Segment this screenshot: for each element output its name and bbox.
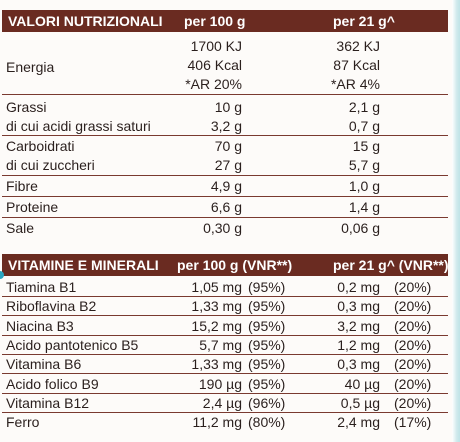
row-label-sale: Sale xyxy=(6,220,35,236)
accent-dot xyxy=(0,271,4,279)
energia-ar-21: *AR 4% xyxy=(330,76,380,92)
vitamin-value-21: 0,3 mg xyxy=(337,356,380,372)
vitamin-vnr-100: (95%) xyxy=(248,337,286,353)
vitamin-value-21: 2,4 mg xyxy=(337,414,380,430)
divider xyxy=(2,412,448,413)
vitamin-label: Niacina B3 xyxy=(6,318,74,334)
energia-ar-100: *AR 20% xyxy=(185,76,242,92)
vitamin-value-100: 2,4 µg xyxy=(202,395,242,411)
vitamin-vnr-21: (20%) xyxy=(394,298,432,314)
vitamin-vnr-21: (20%) xyxy=(394,376,432,392)
vitamin-vnr-21: (20%) xyxy=(394,395,432,411)
vitamin-vnr-21: (20%) xyxy=(394,356,432,372)
vitamin-vnr-100: (95%) xyxy=(248,318,286,334)
nutrition-header: VALORI NUTRIZIONALI per 100 g per 21 g^ xyxy=(2,10,448,32)
vitamin-value-21: 1,2 mg xyxy=(337,337,380,353)
vitamin-value-100: 1,33 mg xyxy=(191,298,242,314)
row-label-zuccheri: di cui zuccheri xyxy=(6,157,95,173)
side-accent-strip xyxy=(452,0,460,442)
vitamin-value-21: 0,5 µg xyxy=(340,395,380,411)
divider xyxy=(2,217,448,218)
energia-kj-21: 362 KJ xyxy=(336,38,380,54)
vitamin-value-21: 3,2 mg xyxy=(337,318,380,334)
row-label-energia: Energia xyxy=(6,59,55,75)
nutrition-header-per100: per 100 g xyxy=(184,13,246,29)
energia-kcal-100: 406 Kcal xyxy=(187,57,242,73)
vitamin-vnr-21: (17%) xyxy=(394,414,432,430)
vitamin-vnr-100: (95%) xyxy=(248,376,286,392)
vitamin-label: Ferro xyxy=(6,414,40,430)
energia-kj-100: 1700 KJ xyxy=(190,38,242,54)
vitamin-vnr-100: (95%) xyxy=(248,356,286,372)
vitamin-label: Tiamina B1 xyxy=(6,279,77,295)
divider xyxy=(2,393,448,394)
row-label-fibre: Fibre xyxy=(6,178,38,194)
vitamin-label: Vitamina B12 xyxy=(6,395,90,411)
vitamin-value-100: 1,33 mg xyxy=(191,356,242,372)
fibre-21: 1,0 g xyxy=(348,178,380,194)
divider xyxy=(2,296,448,297)
divider xyxy=(2,354,448,355)
divider xyxy=(2,315,448,316)
vitamins-header-per100: per 100 g (VNR**) xyxy=(177,257,293,273)
nutrition-header-title: VALORI NUTRIZIONALI xyxy=(8,13,163,29)
vitamin-vnr-21: (20%) xyxy=(394,318,432,334)
vitamin-vnr-21: (20%) xyxy=(394,337,432,353)
vitamin-label: Vitamina B6 xyxy=(6,356,82,372)
vitamins-header: VITAMINE E MINERALI per 100 g (VNR**) pe… xyxy=(2,254,449,276)
vitamin-value-21: 40 µg xyxy=(344,376,380,392)
energia-kcal-21: 87 Kcal xyxy=(333,57,380,73)
row-label-proteine: Proteine xyxy=(6,199,59,215)
vitamin-label: Riboflavina B2 xyxy=(6,298,97,314)
vitamin-vnr-100: (96%) xyxy=(248,395,286,411)
saturi-100: 3,2 g xyxy=(210,118,242,134)
grassi-21: 2,1 g xyxy=(348,99,380,115)
nutrition-header-per21: per 21 g^ xyxy=(333,13,395,29)
divider xyxy=(2,175,448,176)
divider xyxy=(2,135,448,136)
vitamin-vnr-100: (95%) xyxy=(248,279,286,295)
vitamin-value-100: 190 µg xyxy=(198,376,242,392)
proteine-100: 6,6 g xyxy=(210,199,242,215)
zuccheri-100: 27 g xyxy=(214,157,242,173)
row-label-grassi: Grassi xyxy=(6,99,47,115)
vitamin-vnr-100: (80%) xyxy=(248,414,286,430)
carboidrati-21: 15 g xyxy=(352,138,380,154)
divider xyxy=(2,94,448,95)
vitamin-vnr-21: (20%) xyxy=(394,279,432,295)
divider xyxy=(2,335,448,336)
proteine-21: 1,4 g xyxy=(348,199,380,215)
divider xyxy=(2,196,448,197)
sale-21: 0,06 g xyxy=(341,220,380,236)
vitamins-header-per21: per 21 g^ (VNR**) xyxy=(333,257,449,273)
vitamin-value-100: 15,2 mg xyxy=(191,318,242,334)
saturi-21: 0,7 g xyxy=(348,118,380,134)
vitamin-vnr-100: (95%) xyxy=(248,298,286,314)
vitamin-value-100: 1,05 mg xyxy=(191,279,242,295)
zuccheri-21: 5,7 g xyxy=(348,157,380,173)
vitamin-value-100: 11,2 mg xyxy=(192,414,242,430)
grassi-100: 10 g xyxy=(214,99,242,115)
vitamin-label: Acido pantotenico B5 xyxy=(6,337,139,353)
vitamin-value-21: 0,3 mg xyxy=(337,298,380,314)
carboidrati-100: 70 g xyxy=(214,138,242,154)
row-label-saturi: di cui acidi grassi saturi xyxy=(6,118,151,134)
vitamin-label: Acido folico B9 xyxy=(6,376,99,392)
divider xyxy=(2,373,448,374)
vitamin-value-100: 5,7 mg xyxy=(199,337,242,353)
sale-100: 0,30 g xyxy=(203,220,242,236)
fibre-100: 4,9 g xyxy=(210,178,242,194)
vitamin-value-21: 0,2 mg xyxy=(337,279,380,295)
row-label-carboidrati: Carboidrati xyxy=(6,138,75,154)
vitamins-header-title: VITAMINE E MINERALI xyxy=(8,257,159,273)
